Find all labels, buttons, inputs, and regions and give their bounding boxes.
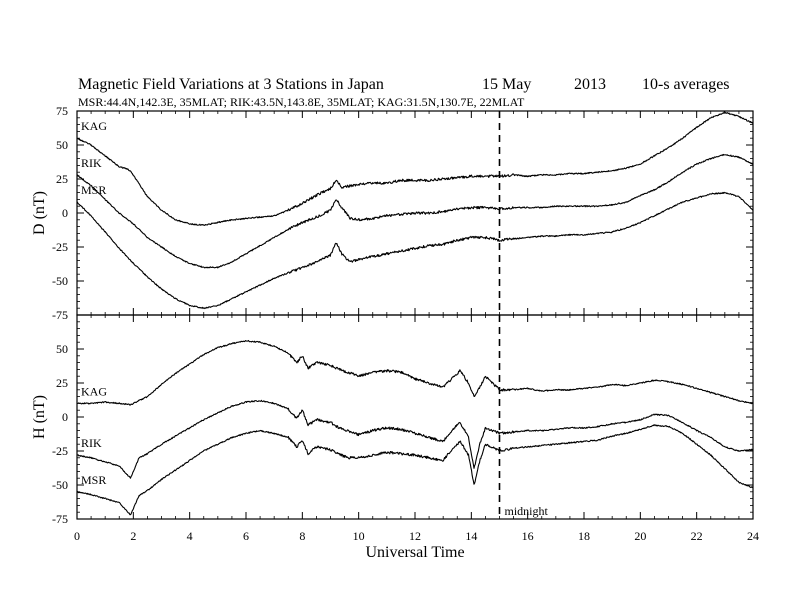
y-axis-label: D (nT) [31, 191, 48, 235]
x-tick-label: 20 [634, 529, 646, 543]
y-tick-label: -75 [52, 308, 68, 322]
panel-h: 50 25 0 -25 -50 -75 H (nT) KAG RIK MSR [31, 314, 754, 526]
y-tick-label: 75 [56, 104, 68, 118]
x-tick-label: 0 [74, 529, 80, 543]
x-tick-label: 22 [691, 529, 703, 543]
x-tick-label: 2 [130, 529, 136, 543]
chart-subtitle: MSR:44.4N,142.3E, 35MLAT; RIK:43.5N,143.… [78, 95, 525, 109]
chart-title-averages: 10-s averages [642, 76, 730, 93]
series-label-kag: KAG [81, 384, 107, 398]
panel-frame [76, 314, 754, 520]
series-line-rik [76, 153, 754, 269]
chart-header: Magnetic Field Variations at 3 Stations … [78, 76, 730, 109]
series-line-msr [76, 424, 754, 516]
series-label-rik: RIK [81, 156, 102, 170]
series-line-rik [76, 399, 754, 479]
y-tick-label: 25 [56, 376, 68, 390]
x-tick-label: 10 [353, 529, 365, 543]
y-tick-label: -50 [52, 274, 68, 288]
x-axis-label: Universal Time [365, 544, 464, 561]
y-axis-label: H (nT) [31, 395, 48, 439]
x-tick-label: 16 [522, 529, 534, 543]
y-tick-label: -50 [52, 478, 68, 492]
y-tick-label: 50 [56, 138, 68, 152]
x-tick-label: 4 [187, 529, 193, 543]
panel-d: 75 50 25 0 -25 -50 -75 D (nT) KAG RIK MSR [31, 104, 754, 322]
y-tick-label: 0 [62, 410, 68, 424]
y-tick-label: 25 [56, 172, 68, 186]
y-tick-label: -75 [52, 512, 68, 526]
series-line-kag [77, 339, 754, 406]
x-tick-label: 6 [243, 529, 249, 543]
series-label-rik: RIK [81, 436, 102, 450]
plot-area: 75 50 25 0 -25 -50 -75 D (nT) KAG RIK MSR 50 25 0 -25 -… [31, 104, 759, 561]
series-line-msr [76, 191, 754, 310]
x-tick-label: 8 [299, 529, 305, 543]
panel-frame [76, 110, 754, 316]
series-label-msr: MSR [81, 183, 106, 197]
chart-title-date: 15 May [482, 76, 531, 93]
y-tick-label: -25 [52, 444, 68, 458]
chart-title-year: 2013 [574, 76, 606, 93]
y-tick-label: 0 [62, 206, 68, 220]
midnight-marker-label: midnight [505, 504, 549, 518]
y-tick-label: 50 [56, 342, 68, 356]
series-line-kag [76, 111, 754, 226]
x-tick-label: 18 [578, 529, 590, 543]
x-tick-label: 12 [409, 529, 421, 543]
chart-title: Magnetic Field Variations at 3 Stations … [78, 76, 384, 93]
series-label-kag: KAG [81, 119, 107, 133]
series-label-msr: MSR [81, 473, 106, 487]
y-tick-label: -25 [52, 240, 68, 254]
x-tick-label: 24 [747, 529, 759, 543]
x-tick-label: 14 [465, 529, 477, 543]
